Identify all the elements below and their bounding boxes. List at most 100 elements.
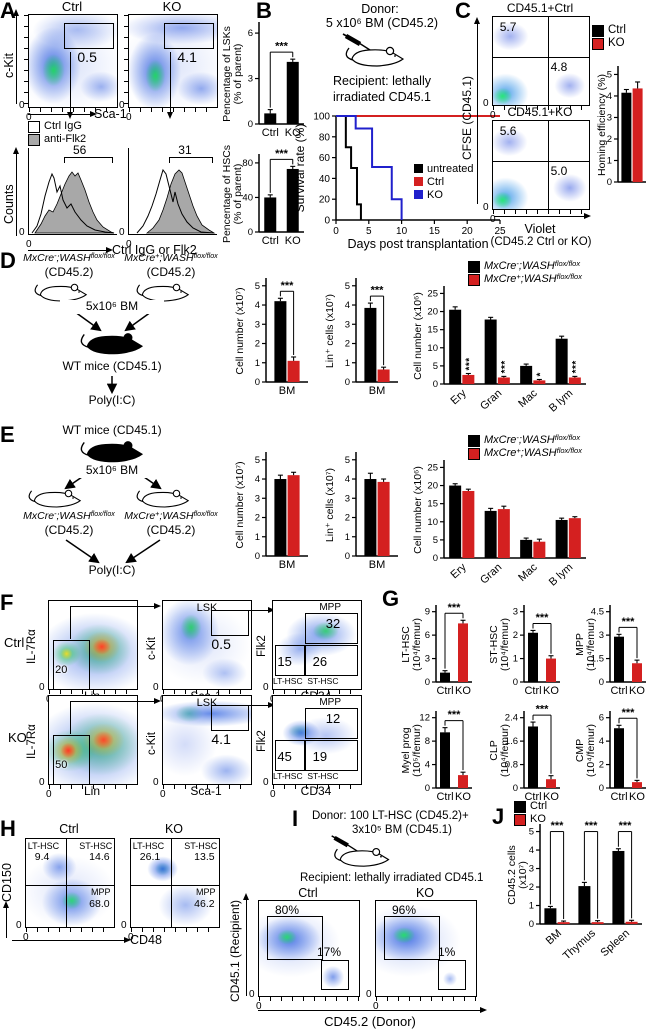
svg-text:***: *** bbox=[622, 707, 636, 719]
x-axis-label-violet-2: (CD45.2 Ctrl or KO) bbox=[490, 236, 592, 248]
svg-text:Ctrl: Ctrl bbox=[524, 685, 541, 697]
white-mouse-icon bbox=[136, 283, 190, 302]
plot-title-ctrl: Ctrl bbox=[59, 822, 79, 836]
density-cloud bbox=[49, 696, 137, 784]
svg-text:Survival rate (%): Survival rate (%) bbox=[293, 124, 307, 213]
genotype-label-cre-pos: MxCre+;WASHflox/flox bbox=[124, 251, 218, 264]
mpp-value: 32 bbox=[325, 615, 341, 631]
legend-swatch bbox=[468, 447, 480, 460]
svg-text:(10⁴/femur): (10⁴/femur) bbox=[499, 618, 511, 671]
svg-text:3: 3 bbox=[255, 319, 260, 330]
polyic-label: Poly(I:C) bbox=[88, 563, 136, 577]
svg-text:(10⁴/femur): (10⁴/femur) bbox=[585, 724, 597, 777]
svg-text:2: 2 bbox=[255, 339, 260, 350]
gate-arrow-icon bbox=[70, 697, 161, 704]
x-zero: 0 bbox=[26, 239, 32, 250]
svg-text:LT-HSC: LT-HSC bbox=[400, 626, 412, 663]
mpp-label: MPP bbox=[90, 887, 111, 898]
svg-text:(% of parent): (% of parent) bbox=[232, 164, 244, 225]
svg-text:***: *** bbox=[585, 820, 599, 832]
panel-h-label: H bbox=[0, 816, 16, 841]
marker-value: 31 bbox=[178, 143, 192, 157]
svg-text:Ctrl: Ctrl bbox=[262, 235, 279, 247]
panel-a-label: A bbox=[0, 0, 16, 23]
flow-plot-f3-ko: MPP 12 45 19 LT-HSC ST-HSC 0 0 bbox=[263, 695, 362, 800]
y-axis-arrow-icon bbox=[12, 147, 19, 236]
svg-text:***: *** bbox=[571, 360, 582, 373]
y-zero: 0 bbox=[249, 989, 255, 1000]
svg-text:BM: BM bbox=[279, 559, 296, 571]
x-zero: 0 bbox=[126, 239, 132, 250]
flow-plot-c-ko: 5.6 5.0 0 0 bbox=[483, 120, 590, 225]
y-ticks bbox=[24, 15, 28, 107]
svg-text:0: 0 bbox=[324, 216, 330, 227]
donor-gate bbox=[438, 959, 466, 991]
histogram-a-ko: 31 0 0 bbox=[119, 143, 217, 250]
mpp-label: MPP bbox=[195, 887, 216, 898]
svg-text:Thymus: Thymus bbox=[561, 927, 598, 962]
quadrant-value: 5.0 bbox=[550, 164, 568, 179]
legend-label: Ctrl IgG bbox=[44, 120, 82, 132]
mpp-value: 12 bbox=[325, 710, 341, 726]
svg-text:Myel prog: Myel prog bbox=[400, 727, 412, 773]
lin-gate bbox=[52, 734, 90, 786]
svg-text:20: 20 bbox=[427, 481, 438, 492]
flow-plot-a-ko: 4.1 0 0 bbox=[119, 14, 218, 123]
y-zero: 0 bbox=[119, 227, 125, 238]
flow-plot-h-ctrl: LT-HSC 9.4 ST-HSC 14.6 MPP 68.0 0 0 bbox=[16, 838, 115, 943]
y-zero: 0 bbox=[483, 202, 489, 213]
y-axis-label-flk2: Flk2 bbox=[256, 730, 268, 752]
svg-text:5: 5 bbox=[366, 226, 372, 237]
y-ticks bbox=[124, 15, 128, 107]
plot-title-ko: KO bbox=[415, 886, 435, 900]
cd452-label: (CD45.2) bbox=[44, 265, 94, 279]
wt-mice-label: WT mice (CD45.1) bbox=[62, 359, 162, 373]
svg-text:0: 0 bbox=[425, 783, 430, 794]
x-axis-arrow-icon bbox=[258, 1006, 487, 1013]
lt-hsc-label: LT-HSC bbox=[132, 840, 165, 851]
flow-plot-h-ko: LT-HSC 26.1 ST-HSC 13.5 MPP 46.2 0 0 bbox=[121, 838, 220, 943]
svg-text:3: 3 bbox=[345, 319, 350, 330]
x-ticks bbox=[131, 928, 219, 932]
lt-hsc-gate bbox=[274, 740, 305, 772]
svg-text:3: 3 bbox=[599, 630, 604, 641]
svg-text:(x10⁷): (x10⁷) bbox=[517, 861, 529, 889]
svg-text:Cell number (x10⁶): Cell number (x10⁶) bbox=[412, 466, 424, 554]
white-mouse-icon bbox=[136, 489, 190, 508]
homing-efficiency-bar-chart: 0 1 2 3 4 5 Homing efficiency (%) bbox=[588, 54, 650, 188]
mpp-gate bbox=[304, 708, 358, 740]
svg-text:4: 4 bbox=[255, 474, 260, 485]
svg-text:Lin⁺ cells (x10⁷): Lin⁺ cells (x10⁷) bbox=[324, 468, 336, 542]
svg-text:25: 25 bbox=[427, 462, 438, 473]
genotype-label-cre-pos: MxCre+;WASHflox/flox bbox=[124, 509, 218, 522]
svg-text:4: 4 bbox=[529, 845, 534, 856]
svg-text:25: 25 bbox=[494, 226, 506, 237]
svg-text:1: 1 bbox=[345, 532, 350, 543]
svg-text:Ery: Ery bbox=[448, 387, 469, 407]
lin-gate bbox=[52, 639, 90, 691]
svg-text:6: 6 bbox=[599, 713, 604, 724]
x-axis-arrow-icon bbox=[28, 246, 113, 253]
y-axis-label-counts: Counts bbox=[2, 184, 16, 224]
svg-text:2: 2 bbox=[607, 134, 612, 145]
quadrant-vline bbox=[66, 839, 68, 927]
svg-text:15: 15 bbox=[427, 499, 438, 510]
svg-text:Cell number (x10⁷): Cell number (x10⁷) bbox=[234, 287, 246, 374]
chart-legend: MxCre-;WASHflox/flox MxCre+;WASHflox/flox bbox=[468, 433, 582, 460]
x-axis-label-flk2: Ctrl IgG or Flk2 bbox=[112, 243, 197, 257]
lsk-gate bbox=[64, 23, 114, 50]
density-cloud bbox=[131, 839, 219, 927]
gate-arrow-seg bbox=[70, 606, 71, 639]
x-zero: 0 bbox=[26, 112, 32, 123]
legend-label: MxCre-;WASHflox/flox bbox=[484, 258, 581, 272]
cd452-legend: Ctrl KO bbox=[514, 800, 547, 826]
legend-swatch bbox=[28, 133, 40, 146]
homing-legend: Ctrl KO bbox=[592, 24, 626, 50]
svg-text:MPP: MPP bbox=[574, 633, 586, 656]
histogram-legend: Ctrl IgG anti-Flk2 bbox=[28, 120, 86, 146]
svg-text:1: 1 bbox=[529, 901, 534, 912]
x-axis-label-sca1: Sca-1 bbox=[190, 784, 222, 798]
svg-text:6: 6 bbox=[248, 28, 253, 39]
plot-title-ctrl: Ctrl bbox=[298, 886, 318, 900]
svg-text:5: 5 bbox=[433, 535, 438, 546]
